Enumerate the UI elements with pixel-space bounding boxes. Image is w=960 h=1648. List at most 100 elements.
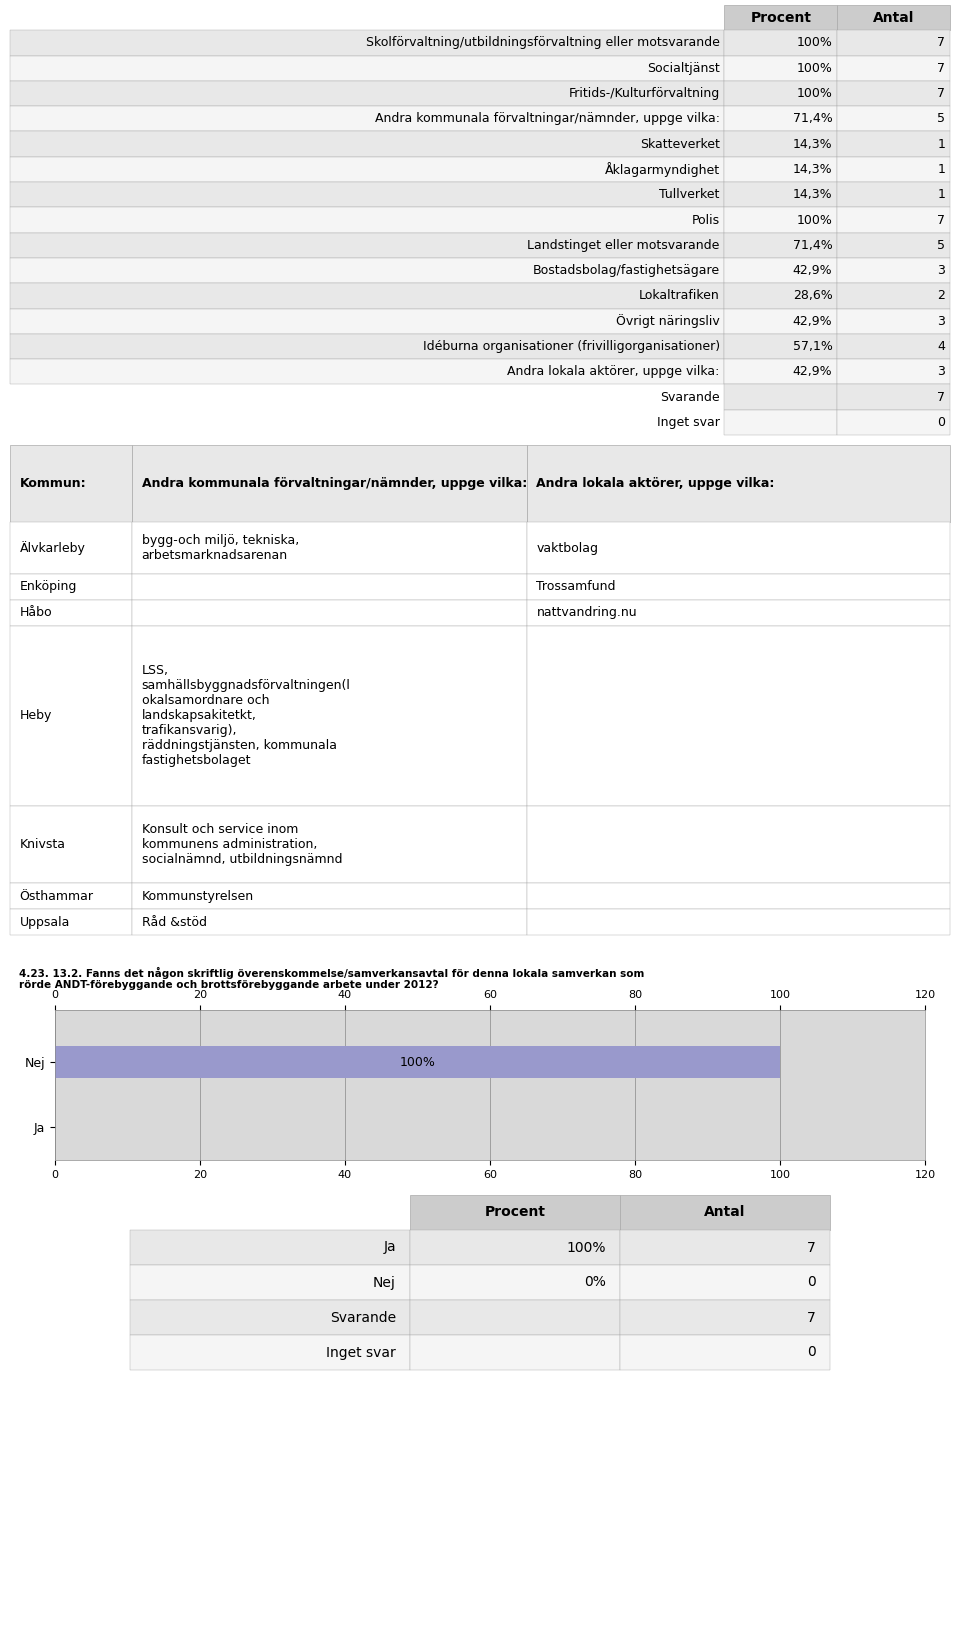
FancyBboxPatch shape (130, 1229, 410, 1266)
Text: 7: 7 (807, 1310, 816, 1325)
FancyBboxPatch shape (527, 600, 950, 626)
FancyBboxPatch shape (132, 600, 527, 626)
Text: 2: 2 (937, 290, 946, 302)
FancyBboxPatch shape (10, 359, 725, 384)
Text: Procent: Procent (485, 1205, 545, 1220)
FancyBboxPatch shape (132, 445, 527, 522)
FancyBboxPatch shape (725, 208, 837, 232)
Text: 28,6%: 28,6% (793, 290, 832, 302)
Text: 71,4%: 71,4% (793, 239, 832, 252)
Text: 3: 3 (937, 264, 946, 277)
Text: Östhammar: Östhammar (19, 890, 93, 903)
FancyBboxPatch shape (10, 132, 725, 157)
FancyBboxPatch shape (10, 574, 132, 600)
Text: Åklagarmyndighet: Åklagarmyndighet (605, 162, 720, 176)
Text: 3: 3 (937, 366, 946, 379)
Text: Nej: Nej (373, 1276, 396, 1289)
Text: Kommun:: Kommun: (19, 478, 86, 489)
FancyBboxPatch shape (620, 1335, 830, 1369)
Text: 42,9%: 42,9% (793, 366, 832, 379)
FancyBboxPatch shape (10, 259, 725, 283)
FancyBboxPatch shape (527, 445, 950, 522)
FancyBboxPatch shape (837, 410, 950, 435)
Text: 7: 7 (937, 61, 946, 74)
Text: nattvandring.nu: nattvandring.nu (537, 606, 637, 620)
FancyBboxPatch shape (620, 1195, 830, 1229)
FancyBboxPatch shape (837, 335, 950, 359)
FancyBboxPatch shape (10, 81, 725, 105)
FancyBboxPatch shape (10, 600, 132, 626)
Text: Tullverket: Tullverket (660, 188, 720, 201)
FancyBboxPatch shape (837, 359, 950, 384)
Text: Fritids-/Kulturförvaltning: Fritids-/Kulturförvaltning (568, 87, 720, 101)
Text: 71,4%: 71,4% (793, 112, 832, 125)
FancyBboxPatch shape (837, 208, 950, 232)
Text: Uppsala: Uppsala (19, 916, 70, 928)
Text: Polis: Polis (691, 214, 720, 226)
FancyBboxPatch shape (725, 30, 837, 56)
Text: 5: 5 (937, 239, 946, 252)
FancyBboxPatch shape (132, 910, 527, 934)
FancyBboxPatch shape (725, 56, 837, 81)
Text: Inget svar: Inget svar (657, 415, 720, 428)
FancyBboxPatch shape (10, 308, 725, 335)
FancyBboxPatch shape (10, 883, 132, 910)
Text: 7: 7 (937, 391, 946, 404)
FancyBboxPatch shape (725, 384, 837, 410)
Text: Andra lokala aktörer, uppge vilka:: Andra lokala aktörer, uppge vilka: (537, 478, 775, 489)
FancyBboxPatch shape (527, 883, 950, 910)
Text: Konsult och service inom
kommunens administration,
socialnämnd, utbildningsnämnd: Konsult och service inom kommunens admin… (142, 824, 342, 867)
FancyBboxPatch shape (725, 410, 837, 435)
FancyBboxPatch shape (725, 105, 837, 132)
Text: 7: 7 (937, 214, 946, 226)
FancyBboxPatch shape (725, 181, 837, 208)
Text: LSS,
samhällsbyggnadsförvaltningen(l
okalsamordnare och
landskapsakitetkt,
trafi: LSS, samhällsbyggnadsförvaltningen(l oka… (142, 664, 350, 768)
FancyBboxPatch shape (837, 5, 950, 30)
Text: Procent: Procent (751, 10, 811, 25)
Text: Antal: Antal (705, 1205, 746, 1220)
FancyBboxPatch shape (10, 910, 132, 934)
Text: 14,3%: 14,3% (793, 188, 832, 201)
Text: Enköping: Enköping (19, 580, 77, 593)
FancyBboxPatch shape (132, 574, 527, 600)
Text: 0: 0 (807, 1276, 816, 1289)
FancyBboxPatch shape (527, 574, 950, 600)
FancyBboxPatch shape (10, 283, 725, 308)
Text: 100%: 100% (797, 87, 832, 101)
Text: 100%: 100% (797, 214, 832, 226)
Text: 14,3%: 14,3% (793, 163, 832, 176)
Text: Idéburna organisationer (frivilligorganisationer): Idéburna organisationer (frivilligorgani… (422, 339, 720, 353)
Text: 42,9%: 42,9% (793, 315, 832, 328)
FancyBboxPatch shape (725, 81, 837, 105)
Text: Svarande: Svarande (660, 391, 720, 404)
FancyBboxPatch shape (10, 626, 132, 806)
Text: Knivsta: Knivsta (19, 839, 65, 852)
Text: Andra kommunala förvaltningar/nämnder, uppge vilka:: Andra kommunala förvaltningar/nämnder, u… (374, 112, 720, 125)
Text: bygg-och miljö, tekniska,
arbetsmarknadsarenan: bygg-och miljö, tekniska, arbetsmarknads… (142, 534, 299, 562)
FancyBboxPatch shape (837, 132, 950, 157)
Text: Trossamfund: Trossamfund (537, 580, 616, 593)
FancyBboxPatch shape (725, 308, 837, 335)
Text: Älvkarleby: Älvkarleby (19, 541, 85, 555)
Text: Socialtjänst: Socialtjänst (647, 61, 720, 74)
Text: Antal: Antal (873, 10, 914, 25)
Text: 4.23. 13.2. Fanns det någon skriftlig överenskommelse/samverkansavtal för denna : 4.23. 13.2. Fanns det någon skriftlig öv… (19, 967, 645, 990)
FancyBboxPatch shape (10, 335, 725, 359)
Text: Råd &stöd: Råd &stöd (142, 916, 206, 928)
Text: 3: 3 (937, 315, 946, 328)
FancyBboxPatch shape (10, 30, 725, 56)
Text: Inget svar: Inget svar (326, 1345, 396, 1360)
Text: 42,9%: 42,9% (793, 264, 832, 277)
FancyBboxPatch shape (837, 259, 950, 283)
FancyBboxPatch shape (725, 157, 837, 181)
FancyBboxPatch shape (10, 522, 132, 574)
FancyBboxPatch shape (725, 132, 837, 157)
FancyBboxPatch shape (10, 232, 725, 259)
FancyBboxPatch shape (725, 5, 837, 30)
FancyBboxPatch shape (10, 105, 725, 132)
FancyBboxPatch shape (837, 181, 950, 208)
FancyBboxPatch shape (837, 105, 950, 132)
FancyBboxPatch shape (837, 81, 950, 105)
FancyBboxPatch shape (10, 208, 725, 232)
FancyBboxPatch shape (837, 56, 950, 81)
